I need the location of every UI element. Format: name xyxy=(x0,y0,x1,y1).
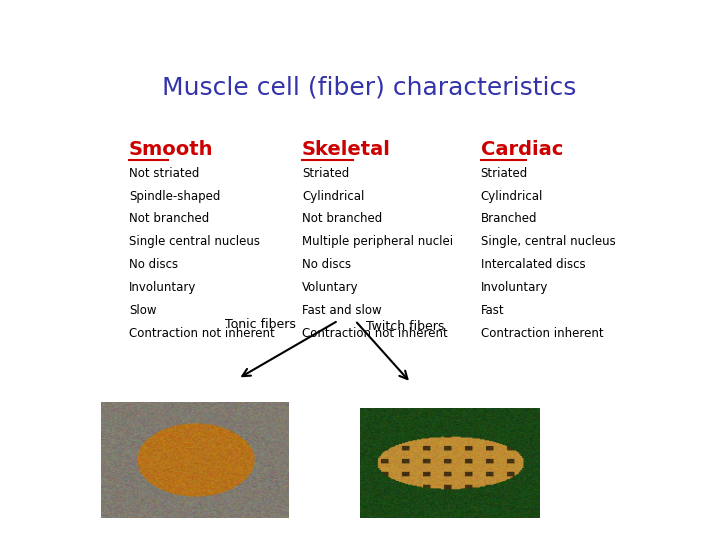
Text: Involuntary: Involuntary xyxy=(129,281,197,294)
Text: Not striated: Not striated xyxy=(129,167,199,180)
Text: Cylindrical: Cylindrical xyxy=(481,190,543,202)
Text: Branched: Branched xyxy=(481,212,537,225)
Text: Involuntary: Involuntary xyxy=(481,281,548,294)
Text: Muscle cell (fiber) characteristics: Muscle cell (fiber) characteristics xyxy=(162,76,576,100)
Text: Spindle-shaped: Spindle-shaped xyxy=(129,190,220,202)
Text: Single, central nucleus: Single, central nucleus xyxy=(481,235,616,248)
Text: Fast: Fast xyxy=(481,304,504,317)
Text: Voluntary: Voluntary xyxy=(302,281,359,294)
Text: Single central nucleus: Single central nucleus xyxy=(129,235,260,248)
Text: Not branched: Not branched xyxy=(129,212,210,225)
Text: Contraction not inherent: Contraction not inherent xyxy=(129,327,275,340)
Text: Cardiac: Cardiac xyxy=(481,140,563,159)
Text: Striated: Striated xyxy=(481,167,528,180)
Text: Smooth: Smooth xyxy=(129,140,214,159)
Text: Fast and slow: Fast and slow xyxy=(302,304,382,317)
Text: Twitch fibers: Twitch fibers xyxy=(366,320,444,333)
Text: Tonic fibers: Tonic fibers xyxy=(225,318,296,331)
Text: Contraction inherent: Contraction inherent xyxy=(481,327,603,340)
Text: Not branched: Not branched xyxy=(302,212,382,225)
Text: Striated: Striated xyxy=(302,167,349,180)
Text: Intercalated discs: Intercalated discs xyxy=(481,258,585,271)
Text: Cylindrical: Cylindrical xyxy=(302,190,364,202)
Text: No discs: No discs xyxy=(129,258,178,271)
Text: Skeletal: Skeletal xyxy=(302,140,391,159)
Text: Multiple peripheral nuclei: Multiple peripheral nuclei xyxy=(302,235,453,248)
Text: Slow: Slow xyxy=(129,304,156,317)
Text: No discs: No discs xyxy=(302,258,351,271)
Text: Contraction not inherent: Contraction not inherent xyxy=(302,327,448,340)
